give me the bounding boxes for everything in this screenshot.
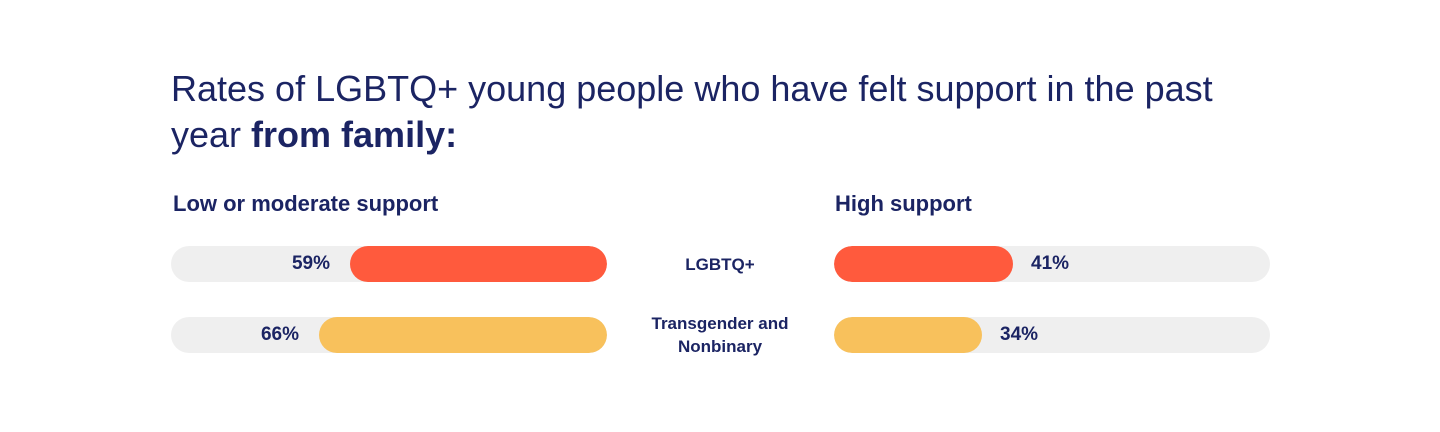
chart-title-regular: Rates of LGBTQ+ young people who have fe…: [171, 68, 1213, 155]
high-support-value-label: 41%: [1031, 253, 1070, 274]
category-label: Transgender and Nonbinary: [651, 314, 789, 356]
chart-title: Rates of LGBTQ+ young people who have fe…: [171, 66, 1271, 158]
low-support-value-label: 66%: [260, 324, 299, 345]
high-support-heading: High support: [835, 191, 972, 216]
high-support-bar: [834, 246, 1013, 282]
low-support-bar: [319, 317, 607, 353]
category-label: LGBTQ+: [685, 254, 755, 274]
high-support-bar: [834, 317, 982, 353]
low-support-track: [171, 317, 607, 353]
low-support-track: [171, 246, 607, 282]
low-support-bar: [350, 246, 607, 282]
chart-title-bold: from family:: [251, 114, 458, 155]
high-support-track: [834, 317, 1270, 353]
high-support-value-label: 34%: [1000, 324, 1039, 345]
low-support-heading: Low or moderate support: [173, 191, 439, 216]
high-support-track: [834, 246, 1270, 282]
low-support-value-label: 59%: [291, 253, 330, 274]
